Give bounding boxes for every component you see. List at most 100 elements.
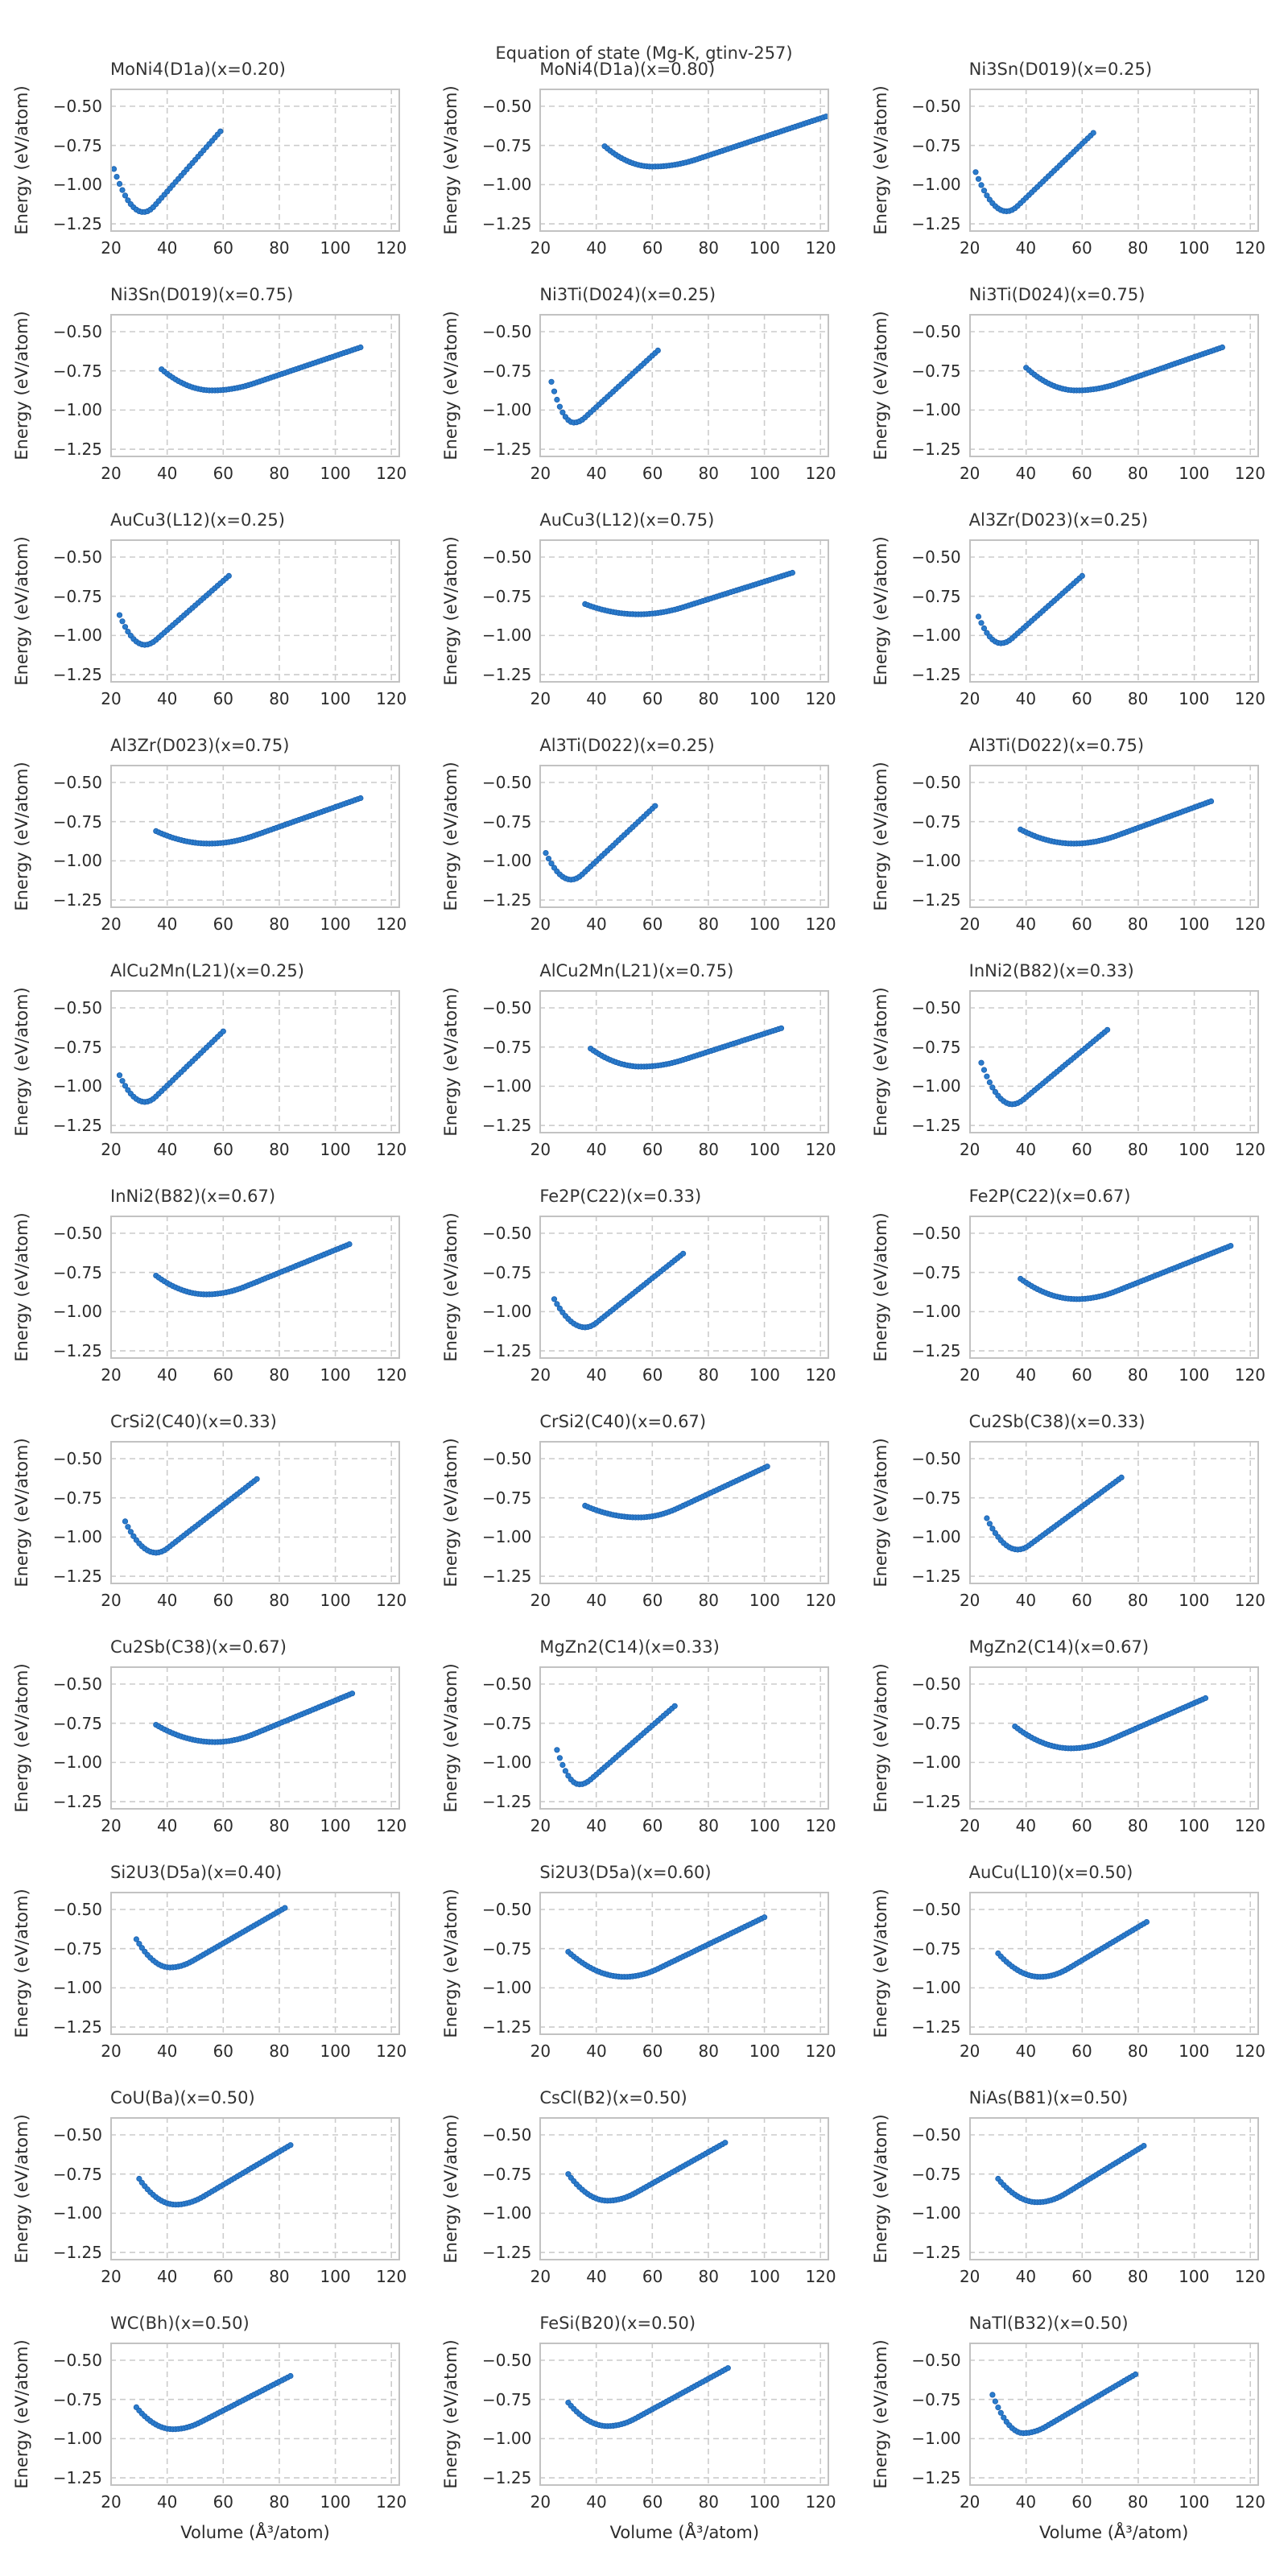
y-tick-label: −1.00 (911, 2203, 961, 2223)
axes-spines (110, 1666, 400, 1810)
x-tick-label: 20 (530, 238, 551, 258)
subplot-title: Ni3Sn(D019)(x=0.25) (968, 60, 1153, 79)
y-tick-label: −1.00 (482, 1076, 532, 1096)
x-tick-label: 120 (1234, 689, 1265, 708)
x-tick-label: 60 (213, 2492, 234, 2512)
subplot: Al3Ti(D022)(x=0.25) Energy (eV/atom) −0.50… (429, 715, 858, 940)
subplot-title: MoNi4(D1a)(x=0.20) (110, 60, 286, 79)
eos-curve (601, 114, 830, 170)
grid-lines (539, 2117, 830, 2260)
y-tick-label: −1.00 (911, 1978, 961, 1998)
plot-area (968, 2343, 1259, 2486)
x-tick-label: 40 (156, 238, 178, 258)
y-tick-label: −1.25 (482, 214, 532, 234)
axes-spines (110, 539, 400, 683)
y-tick-label: −0.50 (52, 322, 102, 341)
subplot: AuCu3(L12)(x=0.75) Energy (eV/atom) −0.50−… (429, 489, 858, 715)
y-tick-label: −1.25 (911, 1567, 961, 1587)
eos-curve (543, 803, 658, 883)
axes-spines (968, 990, 1259, 1133)
y-tick-label: −1.00 (482, 400, 532, 420)
x-tick-label: 60 (1071, 1365, 1092, 1385)
y-tick-label: −1.25 (482, 2017, 532, 2037)
x-tick-label: 120 (1234, 1140, 1265, 1159)
y-tick-label: −0.75 (482, 1262, 532, 1282)
y-tick-label: −1.25 (911, 665, 961, 685)
x-tick-label: 100 (320, 1591, 351, 1610)
eos-curve (136, 2142, 294, 2208)
subplot-title: Al3Zr(D023)(x=0.25) (968, 510, 1149, 530)
y-tick-label: −0.50 (482, 998, 532, 1018)
y-tick-label: −1.00 (911, 1076, 961, 1096)
x-tick-label: 80 (698, 238, 719, 258)
x-tick-label: 100 (1179, 2041, 1210, 2061)
y-tick-label: −0.50 (52, 998, 102, 1018)
y-tick-label: −0.50 (52, 1900, 102, 1919)
subplot: InNi2(B82)(x=0.33) Energy (eV/atom) −0.50−… (859, 940, 1288, 1166)
eos-curve (1011, 1695, 1208, 1752)
y-tick-label: −0.50 (52, 773, 102, 792)
axes-spines (539, 314, 830, 457)
y-tick-label: −1.25 (482, 890, 532, 910)
subplot-title: NaTl(B32)(x=0.50) (968, 2314, 1129, 2333)
x-tick-label: 100 (749, 1140, 780, 1159)
x-tick-label: 20 (530, 1140, 551, 1159)
y-tick-label: −1.00 (52, 1076, 102, 1096)
y-tick-label: −1.25 (52, 1116, 102, 1136)
x-tick-label: 120 (805, 2041, 836, 2061)
y-tick-label: −0.50 (52, 2351, 102, 2370)
x-tick-label: 120 (1234, 1591, 1265, 1610)
x-tick-label: 20 (959, 1140, 980, 1159)
subplot-title: AlCu2Mn(L21)(x=0.75) (539, 961, 734, 980)
x-tick-label: 80 (269, 1816, 290, 1835)
axes-spines (539, 2343, 830, 2486)
y-tick-label: −0.75 (911, 1262, 961, 1282)
eos-curve (565, 1914, 768, 1980)
y-tick-label: −0.75 (911, 586, 961, 606)
subplot: MgZn2(C14)(x=0.33) Energy (eV/atom) −0.50−… (429, 1616, 858, 1842)
x-tick-label: 40 (586, 2041, 607, 2061)
y-tick-label: −1.00 (482, 625, 532, 646)
plot-area (110, 990, 400, 1133)
grid-lines (539, 1666, 830, 1810)
y-tick-label: −0.75 (52, 1713, 102, 1733)
plot-area (539, 1892, 830, 2035)
x-tick-label: 100 (1179, 1816, 1210, 1835)
y-tick-label: −1.00 (482, 1752, 532, 1773)
x-tick-label: 80 (269, 2492, 290, 2512)
subplot: AlCu2Mn(L21)(x=0.25) Energy (eV/atom) −0.5… (0, 940, 429, 1166)
subplot: Ni3Ti(D024)(x=0.75) Energy (eV/atom) −0.50… (859, 264, 1288, 489)
y-tick-label: −0.50 (52, 547, 102, 567)
y-tick-label: −1.25 (482, 1116, 532, 1136)
x-tick-label: 120 (1234, 914, 1265, 934)
eos-curve (972, 130, 1096, 215)
y-tick-label: −1.25 (52, 214, 102, 234)
plot-area (539, 765, 830, 908)
y-tick-label: −0.75 (52, 2389, 102, 2409)
x-tick-label: 120 (376, 2492, 407, 2512)
x-tick-label: 120 (805, 464, 836, 483)
plot-area (968, 1892, 1259, 2035)
plot-area (110, 1441, 400, 1584)
subplot: Si2U3(D5a)(x=0.40) Energy (eV/atom) −0.50−… (0, 1842, 429, 2067)
plot-area (539, 2343, 830, 2486)
subplot: Ni3Ti(D024)(x=0.25) Energy (eV/atom) −0.50… (429, 264, 858, 489)
axes-spines (110, 2117, 400, 2260)
x-tick-label: 60 (642, 914, 663, 934)
subplot: WC(Bh)(x=0.50) Energy (eV/atom) −0.50 −0.75… (0, 2293, 429, 2542)
x-tick-label: 20 (530, 1365, 551, 1385)
y-tick-label: −1.25 (911, 2468, 961, 2488)
subplot-title: CrSi2(C40)(x=0.67) (539, 1412, 707, 1431)
x-tick-label: 80 (1127, 1365, 1149, 1385)
plot-area (110, 539, 400, 683)
x-tick-label: 60 (213, 1591, 234, 1610)
x-tick-label: 40 (1015, 2041, 1037, 2061)
x-tick-label: 120 (376, 2267, 407, 2286)
y-tick-label: −0.50 (52, 97, 102, 116)
x-tick-label: 80 (269, 1365, 290, 1385)
x-tick-label: 40 (586, 689, 607, 708)
x-tick-label: 20 (959, 464, 980, 483)
subplot: Al3Ti(D022)(x=0.75) Energy (eV/atom) −0.50… (859, 715, 1288, 940)
x-tick-label: 20 (101, 1591, 122, 1610)
x-tick-label: 120 (376, 464, 407, 483)
